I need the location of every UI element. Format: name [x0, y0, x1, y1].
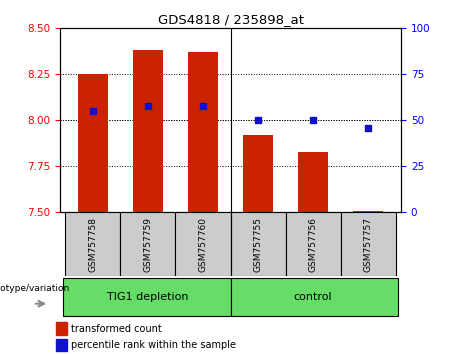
Point [199, 103, 207, 108]
Bar [120, 212, 176, 276]
Point [254, 118, 262, 123]
Point [144, 103, 152, 108]
Point [89, 108, 97, 114]
Bar [341, 212, 396, 276]
Text: transformed count: transformed count [71, 324, 161, 333]
Text: GSM757756: GSM757756 [308, 217, 318, 272]
Text: percentile rank within the sample: percentile rank within the sample [71, 340, 236, 350]
Text: GSM757757: GSM757757 [364, 217, 372, 272]
Bar [133, 50, 163, 212]
Bar [243, 135, 273, 212]
Bar [298, 152, 328, 212]
Bar [176, 212, 230, 276]
Point [309, 118, 317, 123]
Text: GSM757758: GSM757758 [89, 217, 97, 272]
Text: GSM757755: GSM757755 [254, 217, 262, 272]
Bar [230, 278, 398, 316]
Text: GSM757759: GSM757759 [143, 217, 153, 272]
Title: GDS4818 / 235898_at: GDS4818 / 235898_at [158, 13, 303, 26]
Bar [188, 52, 218, 212]
Text: control: control [294, 292, 332, 302]
Bar [56, 339, 67, 351]
Bar [56, 322, 67, 335]
Bar [353, 211, 383, 212]
Bar [285, 212, 341, 276]
Text: genotype/variation: genotype/variation [0, 284, 70, 293]
Bar [65, 212, 120, 276]
Point [364, 125, 372, 131]
Bar [63, 278, 230, 316]
Bar [78, 74, 108, 212]
Text: TIG1 depletion: TIG1 depletion [107, 292, 189, 302]
Text: GSM757760: GSM757760 [199, 217, 207, 272]
Bar [230, 212, 285, 276]
